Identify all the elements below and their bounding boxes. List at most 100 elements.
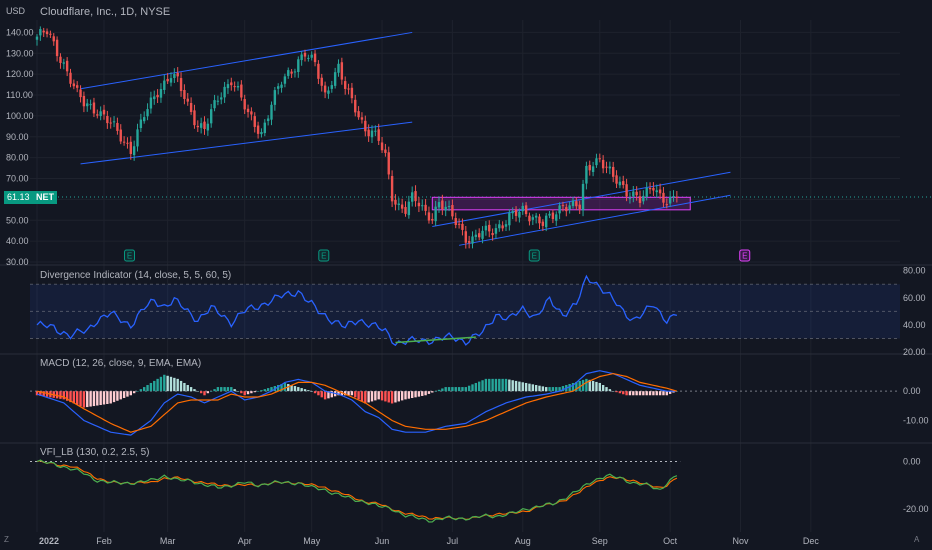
earnings-event-marker [739,249,751,262]
candle-body [364,120,367,132]
x-tick-label: Mar [160,536,176,546]
histogram-bar [337,391,340,396]
candle-body [434,206,437,222]
histogram-bar [210,391,213,392]
zoom-icon[interactable]: Z [4,535,9,544]
histogram-bar [277,385,280,392]
histogram-bar [146,385,149,392]
histogram-bar [434,391,437,392]
candle-body [62,62,65,64]
candle-body [220,97,223,100]
candle-body [139,119,143,129]
histogram-bar [59,391,62,399]
candle-body [360,117,364,120]
candle-body [397,203,400,205]
histogram-bar [397,391,400,402]
candle-body [173,74,176,79]
histogram-bar [270,387,273,392]
candle-body [186,98,189,102]
histogram-bar [65,391,69,401]
histogram-bar [300,388,303,392]
candle-body [447,206,451,208]
candle-body [96,114,99,116]
symbol-title[interactable]: Cloudflare, Inc., 1D, NYSE [40,6,171,18]
candle-body [400,204,404,209]
histogram-bar [417,391,421,397]
candle-body [189,103,193,112]
histogram-bar [106,391,109,404]
histogram-bar [360,391,364,402]
histogram-bar [76,391,79,405]
histogram-bar [233,389,236,392]
histogram-bar [411,391,414,399]
candle-body [206,123,210,131]
histogram-bar [92,391,96,407]
histogram-bar [246,391,250,395]
candle-body [153,96,156,100]
candle-body [481,230,484,239]
candle-body [565,207,568,212]
y-tick-label: 140.00 [6,27,34,37]
histogram-bar [55,391,59,399]
candle-body [129,141,132,154]
candle-body [333,72,337,86]
candle-body [300,54,303,61]
histogram-bar [394,391,397,403]
candle-body [126,142,129,144]
histogram-bar [39,391,42,396]
histogram-bar [558,387,561,392]
earnings-event-marker [318,249,330,262]
histogram-bar [206,391,210,394]
candle-body [253,116,256,127]
histogram-bar [256,391,260,392]
candle-body [263,122,266,134]
candle-body [612,166,615,177]
candle-body [652,187,655,191]
candle-body [69,72,72,84]
candle-body [491,233,494,236]
candle-body [625,184,628,197]
histogram-bar [491,378,494,392]
candle-body [233,86,236,88]
candle-body [380,142,384,151]
histogram-bar [454,387,457,392]
auto-scale-icon[interactable]: A [914,535,920,544]
histogram-bar [189,387,193,392]
macd-indicator-title[interactable]: MACD (12, 26, close, 9, EMA, EMA) [40,358,202,369]
histogram-bar [555,387,558,392]
histogram-bar [471,384,474,392]
candle-body [467,241,471,243]
histogram-bar [280,383,283,392]
histogram-bar [504,378,508,392]
vfi-indicator-title[interactable]: VFI_LB (130, 0.2, 2.5, 5) [40,447,150,458]
histogram-bar [498,378,501,392]
candle-body [377,129,380,141]
y-tick-label: 80.00 [6,153,29,163]
candle-body [179,78,183,92]
histogram-bar [437,389,441,392]
histogram-bar [122,391,126,399]
candle-body [454,218,457,225]
candle-body [427,212,431,221]
candle-body [136,129,139,147]
candle-body [655,190,658,193]
x-tick-label: Apr [238,536,252,546]
histogram-bar [585,378,588,392]
divergence-indicator-title[interactable]: Divergence Indicator (14, close, 5, 5, 6… [40,270,232,281]
histogram-bar [407,391,411,399]
trend-channel-line [80,31,413,90]
candle-body [236,86,240,88]
histogram-bar [645,391,648,396]
candle-body [555,214,558,221]
candle-body [421,205,424,207]
candle-body [310,54,313,58]
candle-body [675,196,679,198]
candle-body [642,195,645,202]
candle-body [183,90,186,99]
candle-body [52,36,55,42]
histogram-bar [467,385,471,392]
trend-channel-line [80,121,413,165]
candle-body [457,223,461,225]
y-tick-label: 40.00 [903,320,926,330]
